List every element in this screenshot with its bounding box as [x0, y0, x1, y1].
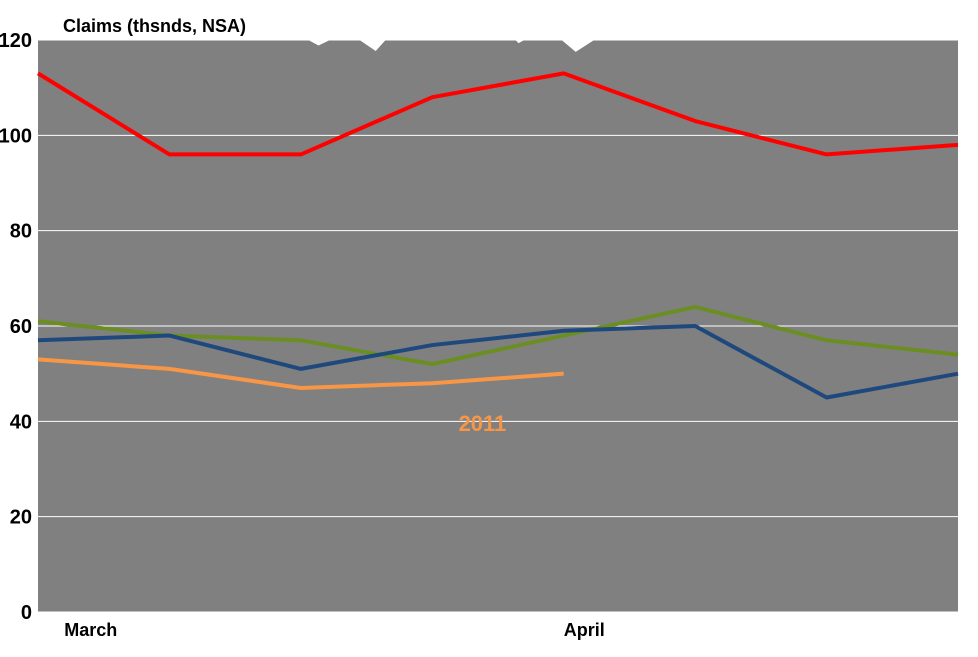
- x-tick-label: March: [64, 620, 117, 640]
- chart-svg: 0 20 40 60 80 100 120 Claims (thsnds, NSA) March…: [0, 0, 978, 657]
- y-tick-label: 20: [10, 507, 32, 529]
- y-tick-label: 60: [10, 316, 32, 338]
- y-tick-label: 120: [0, 30, 32, 52]
- y-tick-label: 0: [21, 602, 32, 624]
- y-tick-label: 100: [0, 125, 32, 147]
- series-label-2011: 2011: [459, 411, 507, 436]
- claims-line-chart: 0 20 40 60 80 100 120 Claims (thsnds, NSA) March…: [0, 0, 978, 657]
- y-tick-label: 80: [10, 221, 32, 243]
- x-tick-label: April: [564, 620, 605, 640]
- y-axis-title: Claims (thsnds, NSA): [63, 16, 246, 36]
- y-tick-label: 40: [10, 411, 32, 433]
